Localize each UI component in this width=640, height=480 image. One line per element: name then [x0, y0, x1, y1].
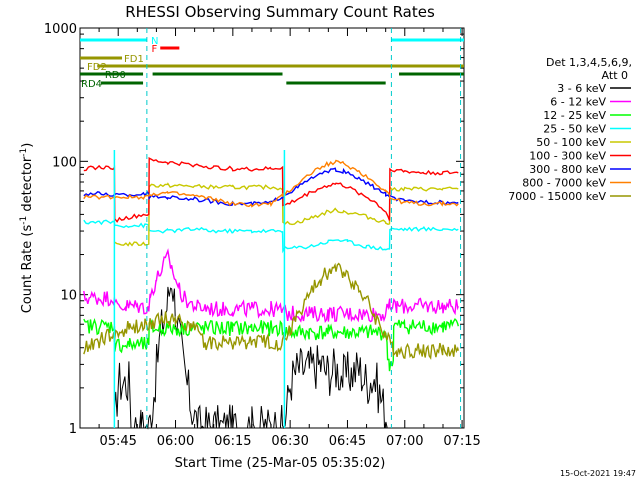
- legend-label-3: 12 - 25 keV: [543, 109, 606, 122]
- x-axis: 05:45 06:00 06:15 06:30 06:45 07:00 07:15: [98, 28, 481, 449]
- state-bar-label-fd2: FD2: [87, 62, 107, 73]
- x-tick-label: 06:45: [329, 434, 366, 449]
- x-axis-label: Start Time (25-Mar-05 05:35:02): [175, 456, 386, 471]
- state-bar-label-rd0: RD0: [105, 70, 126, 81]
- legend-label-9: 7000 - 15000 keV: [508, 190, 606, 203]
- legend-label-1: 3 - 6 keV: [557, 82, 606, 95]
- state-bar-label-rd4: RD4: [81, 79, 102, 90]
- time-markers: [113, 28, 462, 428]
- series-line-9: [83, 262, 459, 360]
- state-bar-label-fd1: FD1: [124, 54, 144, 65]
- x-tick-label: 07:15: [443, 434, 480, 449]
- state-bar-label-n: N: [151, 36, 158, 47]
- y-tick-label: 1000: [44, 22, 77, 37]
- x-tick-label: 07:00: [386, 434, 423, 449]
- series-line-4: [83, 219, 459, 254]
- y-axis-label: Count Rate (s-1 detector-1): [19, 143, 35, 314]
- legend-label-7: 300 - 800 keV: [529, 163, 606, 176]
- series-line-3: [83, 317, 459, 372]
- series-line-5: [114, 182, 459, 247]
- state-bar-label-f: F: [151, 44, 157, 55]
- x-tick-label: 06:30: [271, 434, 308, 449]
- legend-header-line-1: Det 1,3,4,5,6,9,: [546, 56, 632, 69]
- y-axis-label-sup: -1: [19, 216, 29, 225]
- y-axis-label-tail: detector: [20, 156, 35, 216]
- legend-label-4: 25 - 50 keV: [543, 123, 606, 136]
- y-axis-label-main: Count Rate (s: [20, 225, 35, 314]
- series-line-1: [113, 286, 390, 430]
- y-tick-label: 1: [69, 422, 77, 437]
- series-line-6: [83, 157, 459, 223]
- chart-title: RHESSI Observing Summary Count Rates: [125, 3, 435, 21]
- y-tick-label: 10: [60, 289, 77, 304]
- legend-label-5: 50 - 100 keV: [536, 136, 606, 149]
- y-axis-label-sup-2: -1: [19, 148, 29, 157]
- legend-label-8: 800 - 7000 keV: [522, 177, 606, 190]
- legend-label-6: 100 - 300 keV: [529, 150, 606, 163]
- x-tick-label: 06:00: [157, 434, 194, 449]
- x-tick-label: 05:45: [99, 434, 136, 449]
- legend-label-2: 6 - 12 keV: [550, 96, 606, 109]
- x-tick-label: 06:15: [214, 434, 251, 449]
- legend-header-line-2: Att 0: [602, 69, 628, 82]
- series-layer: [83, 157, 459, 430]
- y-tick-label: 100: [52, 155, 77, 170]
- series-line-8: [83, 159, 459, 208]
- timestamp: 15-Oct-2021 19:47: [560, 469, 636, 478]
- y-axis-label-end: ): [20, 143, 35, 148]
- series-line-2: [83, 248, 459, 323]
